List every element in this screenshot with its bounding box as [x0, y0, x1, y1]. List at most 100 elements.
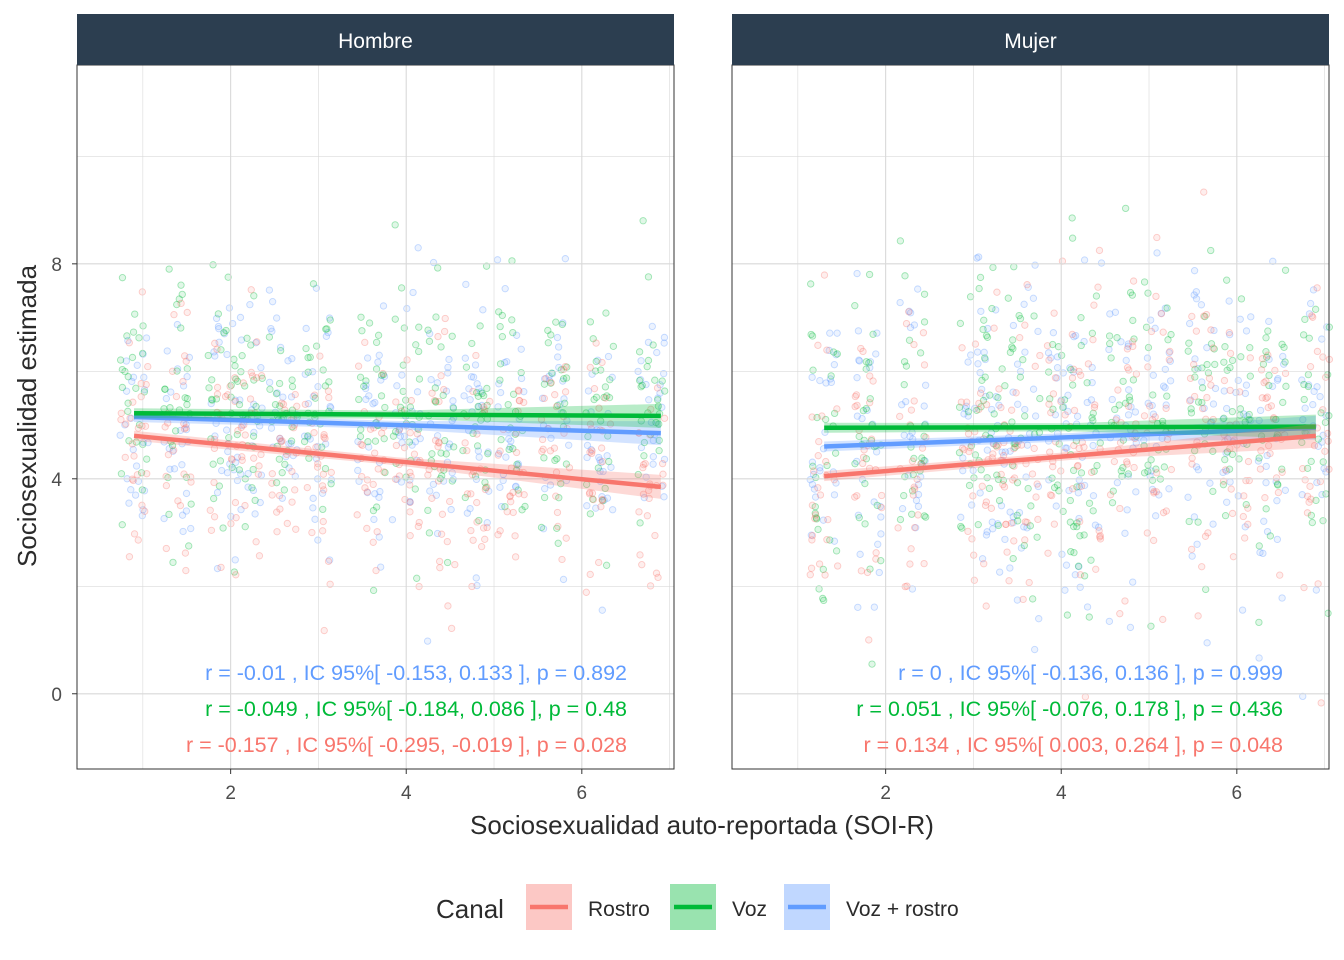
data-point [1129, 342, 1137, 351]
data-point [1129, 376, 1138, 384]
data-point [1149, 371, 1157, 379]
data-point [442, 450, 450, 458]
data-point [660, 339, 668, 347]
data-point [219, 524, 227, 532]
data-point [314, 442, 322, 451]
data-point [142, 334, 151, 342]
data-point [1152, 292, 1160, 301]
data-point [823, 536, 831, 544]
data-point [363, 354, 372, 362]
data-point [265, 333, 274, 341]
data-point [1070, 406, 1079, 415]
data-point [1144, 363, 1152, 371]
data-point [896, 237, 905, 245]
data-point [1163, 392, 1171, 400]
data-point [125, 339, 133, 347]
data-point [1147, 316, 1155, 324]
data-point [560, 399, 569, 407]
data-point [1068, 214, 1076, 222]
data-point [654, 396, 662, 404]
data-point [211, 432, 219, 440]
data-point [375, 351, 383, 359]
data-point [168, 441, 177, 450]
data-point [399, 387, 407, 396]
data-point [300, 432, 309, 440]
y-tick-label: 8 [51, 255, 62, 276]
legend-label: Voz [732, 898, 767, 921]
data-point [1273, 535, 1281, 544]
data-point [1307, 457, 1315, 466]
data-point [451, 560, 459, 569]
data-point [974, 521, 982, 529]
data-point [608, 373, 616, 381]
data-point [1132, 488, 1140, 496]
data-point [597, 503, 605, 511]
data-point [975, 399, 983, 407]
data-point [1162, 404, 1170, 413]
data-point [116, 356, 125, 364]
data-point [872, 350, 880, 358]
data-point [1074, 489, 1082, 497]
data-point [656, 381, 664, 389]
data-point [824, 515, 832, 524]
data-point [371, 437, 380, 445]
data-point [439, 477, 448, 485]
data-point [1301, 476, 1309, 484]
data-point [1001, 535, 1009, 544]
data-point [182, 489, 191, 498]
data-point [138, 501, 146, 509]
data-point [503, 357, 511, 366]
data-point [461, 439, 469, 447]
data-point [877, 504, 886, 512]
data-point [236, 313, 245, 322]
data-point [967, 351, 975, 359]
data-point [204, 351, 212, 360]
legend-item-voz: Voz [670, 884, 767, 930]
data-point [232, 458, 240, 466]
data-point [1113, 334, 1121, 342]
data-point [1083, 379, 1091, 387]
data-point [1076, 532, 1084, 540]
data-point [597, 366, 605, 374]
data-point [856, 550, 864, 558]
data-point [461, 354, 469, 362]
data-point [291, 486, 299, 494]
data-point [237, 336, 246, 344]
data-point [982, 531, 991, 539]
data-point [129, 328, 138, 336]
data-point [1023, 518, 1031, 526]
data-point [175, 295, 183, 303]
data-point [372, 503, 381, 511]
data-point [1319, 353, 1327, 361]
data-point [1006, 564, 1014, 572]
data-point [920, 361, 929, 369]
data-point [1147, 622, 1155, 630]
data-point [636, 519, 644, 527]
data-point [247, 286, 255, 294]
data-point [819, 594, 827, 603]
data-point [1002, 520, 1010, 528]
data-point [143, 470, 151, 478]
data-point [595, 453, 603, 462]
data-point [388, 516, 397, 524]
data-point [276, 434, 284, 443]
data-point [223, 350, 231, 359]
data-point [380, 372, 389, 381]
data-point [165, 265, 173, 273]
data-point [1244, 520, 1252, 528]
data-point [481, 485, 490, 494]
data-point [182, 424, 190, 432]
data-point [861, 479, 869, 488]
data-point [241, 431, 249, 439]
data-point [647, 418, 656, 426]
data-point [215, 482, 224, 490]
data-point [472, 475, 481, 484]
data-point [448, 468, 456, 477]
data-point [910, 321, 919, 329]
data-point [560, 395, 568, 403]
data-point [1124, 411, 1133, 419]
data-point [1027, 502, 1035, 510]
data-point [209, 460, 217, 468]
data-point [285, 440, 293, 448]
data-point [1034, 515, 1042, 524]
